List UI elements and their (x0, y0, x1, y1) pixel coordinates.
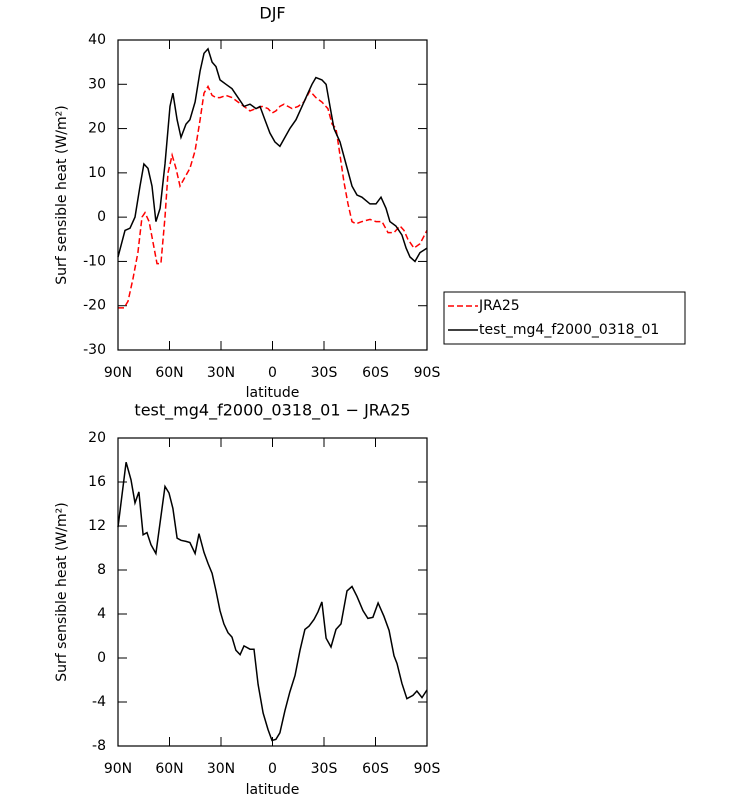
data-line (117, 461, 428, 742)
y-tick-label: -8 (92, 738, 106, 754)
y-tick-label: 40 (88, 32, 106, 48)
y-tick-label: 20 (88, 121, 106, 137)
legend-label: test_mg4_f2000_0318_01 (479, 322, 659, 338)
y-tick-label: -20 (83, 298, 106, 314)
x-tick-label: 60S (362, 365, 389, 381)
y-tick-label: 10 (88, 165, 106, 181)
x-tick-label: 0 (268, 365, 277, 381)
x-axis-label: latitude (246, 385, 300, 401)
y-tick-label: -4 (92, 694, 106, 710)
legend-box (443, 291, 686, 345)
x-tick-label: 90N (104, 365, 132, 381)
x-tick-label: 30S (311, 761, 338, 777)
x-tick-label: 90N (104, 761, 132, 777)
x-tick-label: 30S (311, 365, 338, 381)
chart-title: DJF (259, 4, 285, 23)
y-tick-label: 0 (97, 209, 106, 225)
x-tick-label: 60S (362, 761, 389, 777)
plot-frame (117, 39, 428, 351)
y-tick-label: -30 (83, 342, 106, 358)
y-tick-label: 4 (97, 606, 106, 622)
x-tick-label: 90S (414, 365, 441, 381)
x-tick-label: 60N (155, 761, 183, 777)
y-tick-label: 8 (97, 562, 106, 578)
x-tick-label: 90S (414, 761, 441, 777)
x-tick-label: 60N (155, 365, 183, 381)
y-tick-label: 30 (88, 76, 106, 92)
y-axis-label: Surf sensible heat (W/m²) (54, 502, 70, 681)
x-tick-label: 30N (207, 365, 235, 381)
y-tick-label: 16 (88, 474, 106, 490)
y-tick-label: 20 (88, 430, 106, 446)
data-line (117, 47, 428, 263)
plot-frame (117, 437, 428, 747)
chart-title: test_mg4_f2000_0318_01 − JRA25 (134, 401, 410, 421)
x-tick-label: 0 (268, 761, 277, 777)
x-tick-label: 30N (207, 761, 235, 777)
x-axis-label: latitude (246, 782, 300, 798)
y-tick-label: -10 (83, 253, 106, 269)
data-line (118, 84, 428, 309)
y-axis-label: Surf sensible heat (W/m²) (54, 105, 70, 284)
legend-label: JRA25 (478, 298, 520, 314)
y-tick-label: 12 (88, 518, 106, 534)
y-tick-label: 0 (97, 650, 106, 666)
